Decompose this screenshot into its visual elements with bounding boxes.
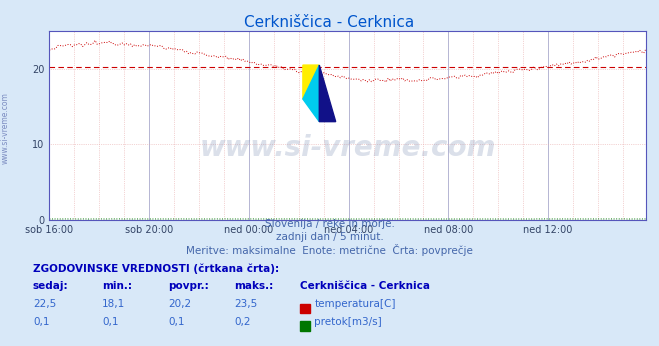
Polygon shape <box>303 65 320 122</box>
Polygon shape <box>320 65 335 122</box>
Text: ZGODOVINSKE VREDNOSTI (črtkana črta):: ZGODOVINSKE VREDNOSTI (črtkana črta): <box>33 263 279 274</box>
Text: maks.:: maks.: <box>234 281 273 291</box>
Text: Meritve: maksimalne  Enote: metrične  Črta: povprečje: Meritve: maksimalne Enote: metrične Črta… <box>186 244 473 256</box>
Text: Cerkniščica - Cerknica: Cerkniščica - Cerknica <box>300 281 430 291</box>
Polygon shape <box>303 65 320 99</box>
Text: 22,5: 22,5 <box>33 299 56 309</box>
Text: zadnji dan / 5 minut.: zadnji dan / 5 minut. <box>275 233 384 243</box>
Text: Cerkniščica - Cerknica: Cerkniščica - Cerknica <box>244 15 415 29</box>
Text: 0,1: 0,1 <box>102 317 119 327</box>
Text: temperatura[C]: temperatura[C] <box>314 299 396 309</box>
Text: sedaj:: sedaj: <box>33 281 69 291</box>
Text: 0,1: 0,1 <box>33 317 49 327</box>
Text: 18,1: 18,1 <box>102 299 125 309</box>
Text: Slovenija / reke in morje.: Slovenija / reke in morje. <box>264 219 395 229</box>
Text: www.si-vreme.com: www.si-vreme.com <box>200 134 496 162</box>
Text: 0,2: 0,2 <box>234 317 250 327</box>
Text: 20,2: 20,2 <box>168 299 191 309</box>
Text: min.:: min.: <box>102 281 132 291</box>
Text: 0,1: 0,1 <box>168 317 185 327</box>
Text: www.si-vreme.com: www.si-vreme.com <box>1 92 10 164</box>
Text: pretok[m3/s]: pretok[m3/s] <box>314 317 382 327</box>
Text: 23,5: 23,5 <box>234 299 257 309</box>
Text: povpr.:: povpr.: <box>168 281 209 291</box>
